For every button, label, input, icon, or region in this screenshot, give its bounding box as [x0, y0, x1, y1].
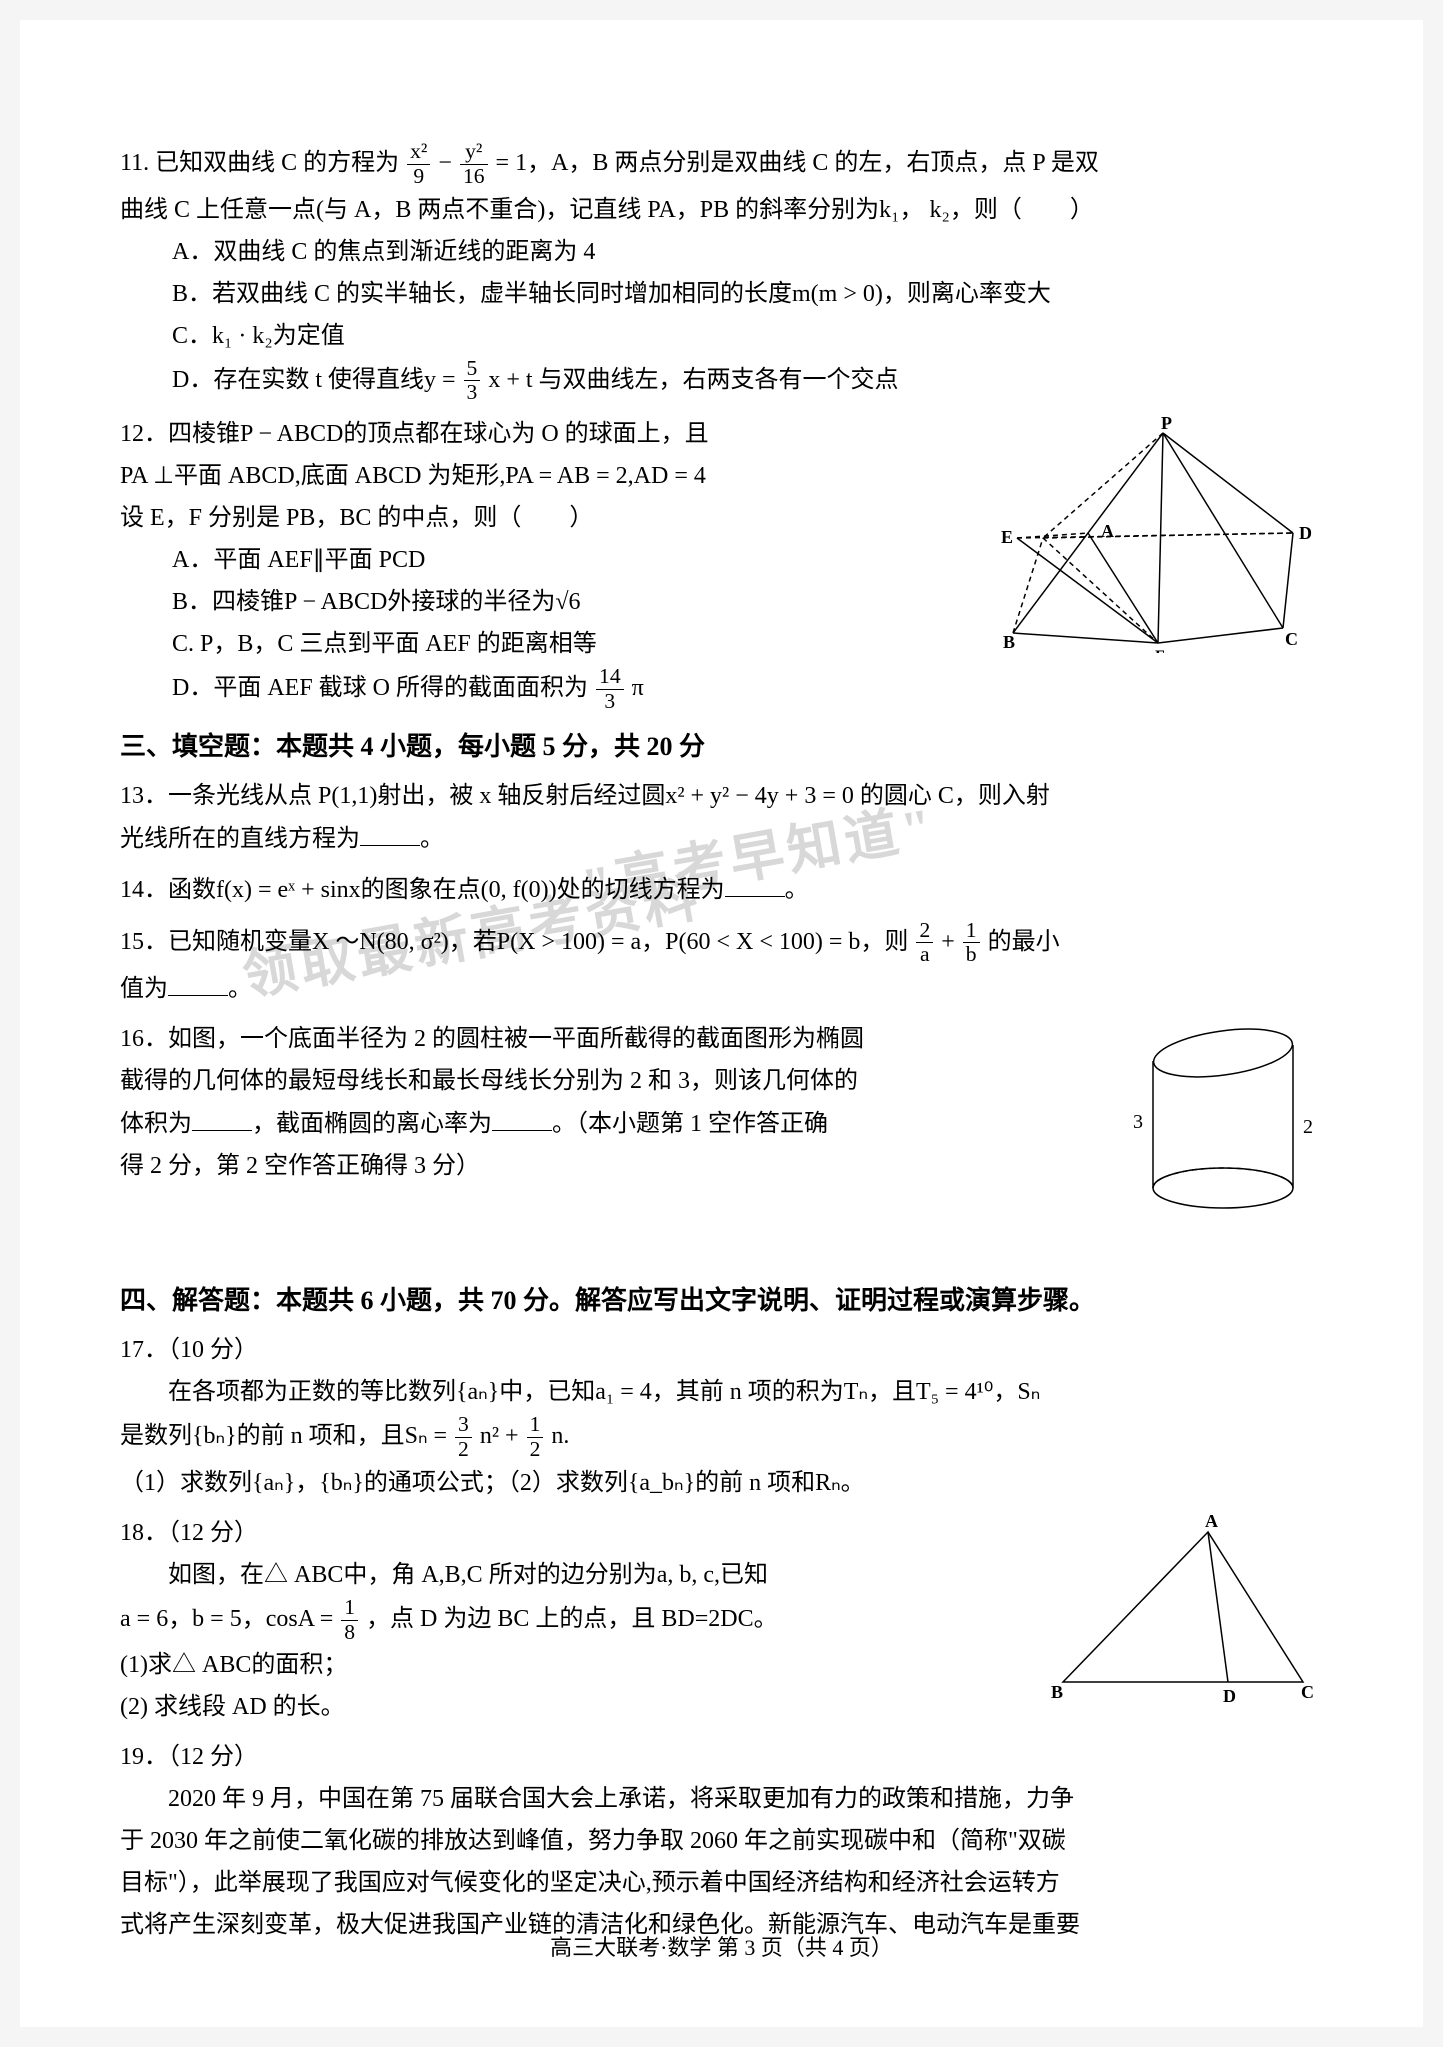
q14-blank: [725, 868, 785, 897]
question-14: 14．函数f(x) = eˣ + sinx的图象在点(0, f(0))处的切线方…: [120, 868, 1323, 911]
question-12: P A B C D E F 12．四棱锥P − ABCD的顶点都在球心为 O 的…: [120, 413, 1323, 714]
q16-l3a: 体积为: [120, 1111, 192, 1137]
q11-minus: −: [438, 150, 458, 176]
question-17: 17．（10 分） 在各项都为正数的等比数列{aₙ}中，已知a₁ = 4，其前 …: [120, 1329, 1323, 1504]
q11-option-c: C．k₁ · k₂为定值: [120, 315, 1323, 357]
q11-option-b: B．若双曲线 C 的实半轴长，虚半轴长同时增加相同的长度m(m > 0)，则离心…: [120, 273, 1323, 315]
q19-l3: 目标"），此举展现了我国应对气候变化的坚定决心,预示着中国经济结构和经济社会运转…: [120, 1870, 1060, 1896]
q13-blank: [360, 817, 420, 846]
cylinder-figure: 3 2: [1123, 1008, 1323, 1218]
question-11: 11. 已知双曲线 C 的方程为 x²9 − y²16 = 1，A，B 两点分别…: [120, 140, 1323, 405]
q12-l1: 12．四棱锥P − ABCD的顶点都在球心为 O 的球面上，且: [120, 421, 709, 447]
q11-frac1: x²9: [407, 140, 430, 189]
q17-frac1: 32: [455, 1413, 472, 1462]
q11-frac2: y²16: [460, 140, 488, 189]
q14-text: 14．函数f(x) = eˣ + sinx的图象在点(0, f(0))处的切线方…: [120, 877, 725, 903]
q16-l4: 得 2 分，第 2 空作答正确得 3 分）: [120, 1153, 480, 1179]
q18-frac: 18: [341, 1596, 358, 1645]
q15-frac2: 1b: [963, 919, 980, 968]
pyramid-figure: P A B C D E F: [983, 413, 1323, 653]
q12-l2: PA ⊥平面 ABCD,底面 ABCD 为矩形,PA = AB = 2,AD =…: [120, 463, 706, 489]
q16-l2: 截得的几何体的最短母线长和最长母线长分别为 2 和 3，则该几何体的: [120, 1068, 858, 1094]
question-18: A B C D 18．（12 分） 如图，在△ ABC中，角 A,B,C 所对的…: [120, 1512, 1323, 1729]
svg-text:A: A: [1205, 1512, 1218, 1531]
section-3-header: 三、填空题：本题共 4 小题，每小题 5 分，共 20 分: [120, 724, 1323, 770]
q18-p1: (1)求△ ABC的面积；: [120, 1652, 347, 1678]
q11-stem-1: 11. 已知双曲线 C 的方程为: [120, 150, 399, 176]
q11-stem-2: 曲线 C 上任意一点(与 A，B 两点不重合)，记直线 PA，PB 的斜率分别为…: [120, 197, 1094, 223]
svg-text:C: C: [1301, 1682, 1314, 1702]
q19-l4: 式将产生深刻变革，极大促进我国产业链的清洁化和绿色化。新能源汽车、电动汽车是重要: [120, 1912, 1080, 1938]
svg-text:C: C: [1285, 629, 1298, 649]
q19-pts: 19．（12 分）: [120, 1744, 258, 1770]
question-19: 19．（12 分） 2020 年 9 月，中国在第 75 届联合国大会上承诺，将…: [120, 1736, 1323, 1946]
q17-l1: 在各项都为正数的等比数列{aₙ}中，已知a₁ = 4，其前 n 项的积为Tₙ，且…: [168, 1379, 1040, 1405]
question-16: 3 2 16．如图，一个底面半径为 2 的圆柱被一平面所截得的截面图形为椭圆 截…: [120, 1018, 1323, 1218]
q11-optd-frac: 53: [464, 357, 481, 406]
q12-optd-frac: 143: [596, 665, 624, 714]
q13-l1: 13．一条光线从点 P(1,1)射出，被 x 轴反射后经过圆x² + y² − …: [120, 783, 1050, 809]
q19-l1: 2020 年 9 月，中国在第 75 届联合国大会上承诺，将采取更加有力的政策和…: [168, 1786, 1074, 1812]
q11-option-a: A．双曲线 C 的焦点到渐近线的距离为 4: [120, 231, 1323, 273]
q15-l1b: 的最小: [988, 928, 1060, 954]
q18-p2: (2) 求线段 AD 的长。: [120, 1694, 345, 1720]
svg-text:E: E: [1001, 527, 1013, 547]
question-13: 13．一条光线从点 P(1,1)射出，被 x 轴反射后经过圆x² + y² − …: [120, 775, 1323, 860]
q11-option-d: D．存在实数 t 使得直线y = 53 x + t 与双曲线左，右两支各有一个交…: [120, 357, 1323, 406]
q17-parts: （1）求数列{aₙ}，{bₙ}的通项公式；（2）求数列{a_bₙ}的前 n 项和…: [120, 1470, 865, 1496]
q13-l2: 光线所在的直线方程为: [120, 826, 360, 852]
svg-text:P: P: [1161, 413, 1172, 433]
q15-l2: 值为: [120, 976, 168, 1002]
triangle-figure: A B C D: [1043, 1512, 1323, 1712]
q18-pts: 18．（12 分）: [120, 1520, 258, 1546]
q11-stem-1b: = 1，A，B 两点分别是双曲线 C 的左，右顶点，点 P 是双: [496, 150, 1099, 176]
q12-l3: 设 E，F 分别是 PB，BC 的中点，则（ ）: [120, 505, 593, 531]
svg-text:3: 3: [1133, 1111, 1143, 1133]
q17-pts: 17．（10 分）: [120, 1337, 258, 1363]
section-4-header: 四、解答题：本题共 6 小题，共 70 分。解答应写出文字说明、证明过程或演算步…: [120, 1278, 1323, 1324]
q18-l2a: a = 6，b = 5，cosA =: [120, 1606, 339, 1632]
q16-blank1: [192, 1102, 252, 1131]
question-15: 15．已知随机变量X ～N(80, σ²)，若P(X > 100) = a，P(…: [120, 919, 1323, 1010]
svg-text:F: F: [1155, 648, 1165, 653]
q16-blank2: [492, 1102, 552, 1131]
svg-text:B: B: [1003, 632, 1015, 652]
q16-l1: 16．如图，一个底面半径为 2 的圆柱被一平面所截得的截面图形为椭圆: [120, 1026, 864, 1052]
q15-blank: [168, 967, 228, 996]
q17-l2a: 是数列{bₙ}的前 n 项和，且Sₙ =: [120, 1423, 453, 1449]
svg-text:A: A: [1101, 521, 1114, 541]
q18-l1: 如图，在△ ABC中，角 A,B,C 所对的边分别为a, b, c,已知: [168, 1562, 768, 1588]
q17-frac2: 12: [527, 1413, 544, 1462]
page-content: 11. 已知双曲线 C 的方程为 x²9 − y²16 = 1，A，B 两点分别…: [120, 140, 1323, 1946]
svg-text:D: D: [1299, 523, 1312, 543]
q19-l2: 于 2030 年之前使二氧化碳的排放达到峰值，努力争取 2060 年之前实现碳中…: [120, 1828, 1066, 1854]
svg-text:2: 2: [1303, 1116, 1313, 1138]
q15-frac1: 2a: [916, 919, 933, 968]
q12-option-d: D．平面 AEF 截球 O 所得的截面面积为 143 π: [120, 665, 1323, 714]
svg-text:D: D: [1223, 1686, 1236, 1706]
svg-text:B: B: [1051, 1682, 1063, 1702]
exam-page: "高考早知道" 领取最新高考资料 11. 已知双曲线 C 的方程为 x²9 − …: [20, 20, 1423, 2027]
q15-l1a: 15．已知随机变量X ～N(80, σ²)，若P(X > 100) = a，P(…: [120, 928, 908, 954]
